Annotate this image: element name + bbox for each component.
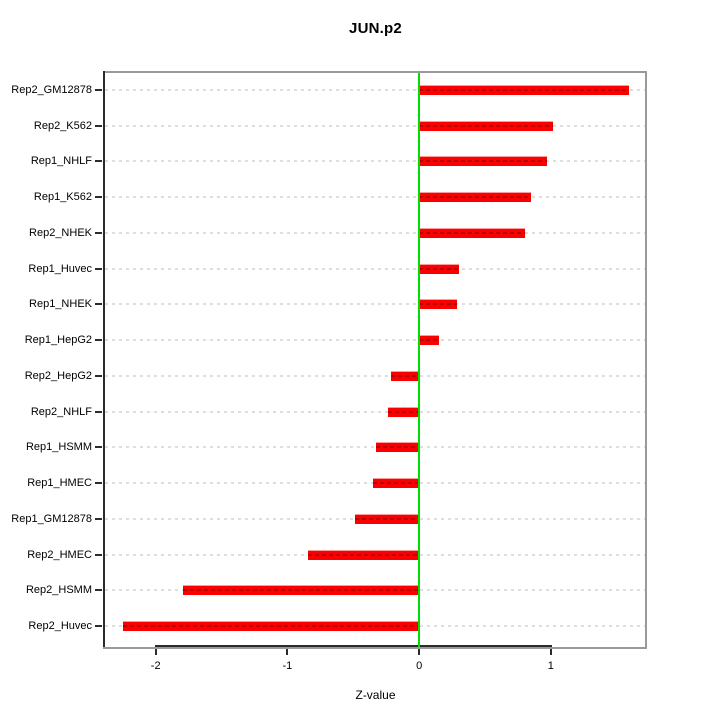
- bar-Rep1_HSMM: [375, 442, 420, 453]
- gridline: [105, 231, 645, 234]
- gridline: [105, 339, 645, 342]
- bar-Rep1_Huvec: [419, 263, 459, 274]
- bar-Rep1_NHEK: [419, 299, 458, 310]
- bar-Rep2_HSMM: [183, 585, 420, 596]
- bar-Rep1_NHLF: [419, 156, 547, 167]
- gridline: [105, 124, 645, 127]
- y-axis-tick: [95, 339, 102, 342]
- bar-Rep2_NHEK: [419, 227, 525, 238]
- y-axis-label: Rep1_Huvec: [28, 262, 92, 275]
- y-axis-tick: [95, 589, 102, 592]
- y-axis-tick: [95, 303, 102, 306]
- y-axis-label: Rep2_NHEK: [29, 226, 92, 239]
- y-axis-tick: [95, 446, 102, 449]
- gridline: [105, 89, 645, 91]
- y-axis-label: Rep2_GM12878: [11, 84, 92, 96]
- y-axis-label: Rep1_K562: [33, 191, 92, 204]
- bar-Rep1_K562: [419, 192, 532, 203]
- bar-Rep2_HMEC: [308, 549, 420, 560]
- plot-border-right: [645, 71, 647, 649]
- bar-Rep1_GM12878: [354, 513, 420, 524]
- y-axis-label: Rep2_K562: [33, 119, 92, 132]
- gridline: [105, 410, 645, 413]
- gridline: [105, 267, 645, 270]
- y-axis-label: Rep1_NHLF: [30, 155, 92, 168]
- bar-Rep1_HMEC: [373, 478, 420, 489]
- y-axis-tick: [95, 517, 102, 520]
- gridline: [105, 303, 645, 306]
- plot-area: [95, 71, 647, 655]
- y-axis-label: Rep2_HMEC: [27, 548, 92, 561]
- y-axis-tick: [95, 625, 102, 627]
- plot-border-bottom: [103, 647, 647, 649]
- y-axis-line: [103, 71, 105, 647]
- x-axis-tick: [286, 649, 289, 655]
- y-axis-tick: [95, 89, 102, 91]
- bar-Rep1_HepG2: [419, 335, 439, 346]
- x-axis-tick-label: -2: [150, 660, 161, 672]
- y-axis-label: Rep1_HSMM: [25, 441, 92, 454]
- x-axis-tick-label: -1: [282, 660, 293, 672]
- y-axis-label: Rep1_HMEC: [27, 477, 92, 490]
- plot-border-top: [103, 71, 647, 73]
- y-axis-tick: [95, 231, 102, 234]
- bar-Rep2_HepG2: [391, 370, 420, 381]
- bar-Rep2_GM12878: [419, 85, 629, 95]
- x-axis-tick: [418, 649, 421, 655]
- x-axis-title: Z-value: [355, 688, 396, 702]
- y-axis-label: Rep2_NHLF: [30, 405, 92, 418]
- gridline: [105, 446, 645, 449]
- x-axis-tick: [549, 649, 552, 655]
- y-axis-tick: [95, 196, 102, 199]
- bar-Rep2_K562: [419, 120, 554, 131]
- chart-title: JUN.p2: [349, 20, 402, 37]
- y-axis-tick: [95, 267, 102, 270]
- y-axis-label: Rep2_Huvec: [28, 620, 92, 632]
- y-axis-label: Rep2_HepG2: [24, 369, 92, 382]
- gridline: [105, 196, 645, 199]
- y-axis-tick: [95, 374, 102, 377]
- x-axis-tick-label: 1: [547, 660, 554, 672]
- gridline: [105, 160, 645, 163]
- bar-Rep2_Huvec: [122, 621, 420, 631]
- zero-reference-line: [418, 73, 421, 647]
- y-axis-label: Rep1_HepG2: [24, 334, 92, 347]
- gridline: [105, 374, 645, 377]
- bar-Rep2_NHLF: [387, 406, 420, 417]
- x-axis-tick-label: 0: [416, 660, 423, 672]
- y-axis-label: Rep2_HSMM: [25, 584, 92, 597]
- y-axis-tick: [95, 160, 102, 163]
- x-axis-line: [154, 645, 552, 647]
- x-axis-tick: [154, 649, 157, 655]
- y-axis-tick: [95, 482, 102, 485]
- y-axis-label: Rep1_NHEK: [29, 298, 92, 311]
- y-axis-tick: [95, 553, 102, 556]
- y-axis-label: Rep1_GM12878: [11, 512, 92, 525]
- y-axis-tick: [95, 410, 102, 413]
- y-axis-tick: [95, 124, 102, 127]
